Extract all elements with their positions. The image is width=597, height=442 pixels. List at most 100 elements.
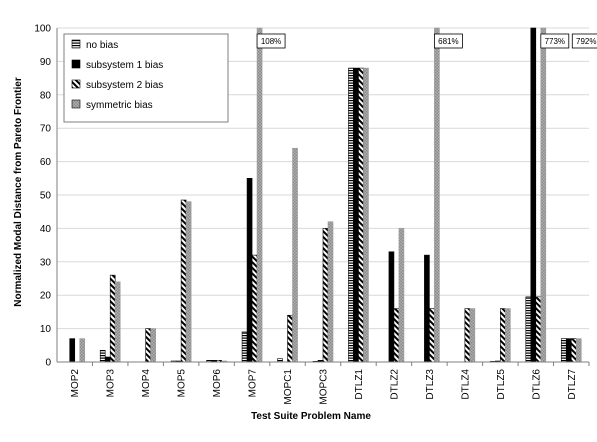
bar-diagonal-stripes	[109, 274, 116, 363]
annotation-label: 108%	[261, 37, 281, 46]
bar-gray-dots	[327, 221, 334, 363]
annotation-label: 681%	[438, 37, 458, 46]
legend-item: subsystem 2 bias	[71, 79, 163, 91]
bar-diagonal-stripes	[358, 67, 364, 363]
bar-diagonal-stripes	[535, 296, 542, 363]
legend-item: symmetric bias	[71, 99, 153, 111]
bar-gray-dots	[79, 338, 86, 363]
bar-diagonal-stripes	[393, 308, 400, 363]
annotation-label: 773%	[545, 37, 565, 46]
bar-gray-dots	[114, 281, 121, 363]
legend-label: no bias	[86, 40, 118, 51]
bar-gray-dots	[398, 228, 405, 363]
annotations: 108% 681% 773% 792%	[256, 33, 597, 49]
gridlines	[57, 27, 589, 330]
y-tick-label: 30	[40, 257, 52, 268]
x-tick-label: DTLZ4	[460, 369, 471, 400]
legend-swatch	[71, 99, 81, 109]
x-tick-labels: MOP2 MOP3 MOP4 MOP5 MOP6 MOP7 MOPC1 MOPC3 DTLZ1 D…	[70, 369, 578, 405]
bar-solid-black	[388, 251, 395, 363]
bar-diagonal-stripes	[287, 314, 293, 363]
annotation-box	[433, 33, 463, 49]
bar-gray-dots	[256, 27, 263, 363]
legend-box	[63, 33, 229, 123]
x-tick-label: MOP2	[70, 369, 81, 398]
y-tick-label: 0	[45, 358, 51, 369]
bar-solid-black	[69, 338, 76, 363]
x-tick-label: MOP3	[106, 369, 117, 398]
x-tick-label: MOPC1	[283, 369, 294, 405]
annotation-box	[571, 33, 597, 49]
bar-horizontal-stripes	[348, 67, 354, 363]
annotation-box	[540, 33, 570, 49]
bar-horizontal-stripes	[241, 331, 248, 363]
bar-diagonal-stripes	[429, 308, 435, 363]
x-tick-label: MOP6	[212, 369, 223, 398]
annotation: 792%	[571, 33, 597, 49]
x-tick-label: MOP4	[141, 369, 152, 398]
axes	[56, 28, 590, 366]
legend-swatch	[71, 79, 81, 89]
y-tick-label: 100	[34, 24, 51, 35]
bar-solid-black	[530, 27, 537, 363]
bar-gray-dots	[185, 201, 192, 363]
bar-diagonal-stripes	[180, 199, 187, 363]
y-tick-label: 40	[40, 224, 52, 235]
bar-gray-dots	[540, 27, 547, 363]
legend-item: subsystem 1 bias	[71, 59, 163, 71]
bars	[69, 27, 582, 363]
y-tick-label: 10	[40, 324, 52, 335]
bar-diagonal-stripes	[500, 308, 506, 363]
bar-solid-black	[565, 338, 572, 363]
x-tick-label: DTLZ1	[354, 369, 365, 400]
x-tick-label: MOPC3	[319, 369, 330, 405]
bar-horizontal-stripes	[525, 296, 532, 363]
y-tick-label: 70	[40, 124, 52, 135]
legend-swatch	[71, 39, 81, 49]
legend-label: subsystem 1 bias	[86, 60, 163, 71]
bar-diagonal-stripes	[322, 228, 329, 363]
bar-diagonal-stripes	[570, 338, 577, 363]
bar-horizontal-stripes	[277, 358, 283, 363]
y-tick-label: 90	[40, 57, 52, 68]
x-tick-label: DTLZ6	[531, 369, 542, 400]
bar-gray-dots	[505, 308, 511, 363]
y-axis-title: Normalized Modal Distance from Pareto Fr…	[13, 77, 24, 307]
legend-item: no bias	[71, 39, 118, 51]
bar-gray-dots	[363, 67, 369, 363]
annotation-box	[256, 33, 286, 49]
y-tick-label: 60	[40, 157, 52, 168]
x-tick-label: MOP7	[248, 369, 259, 398]
bar-gray-dots	[469, 308, 476, 363]
x-tick-label: MOP5	[177, 369, 188, 398]
x-tick-label: DTLZ2	[389, 369, 400, 400]
bar-horizontal-stripes	[99, 350, 106, 363]
bar-solid-black	[104, 356, 111, 363]
x-tick-label: DTLZ3	[425, 369, 436, 400]
x-axis-title: Test Suite Problem Name	[251, 411, 371, 422]
x-tick-label: DTLZ5	[496, 369, 507, 400]
annotation: 108%	[256, 33, 286, 49]
bar-diagonal-stripes	[145, 328, 151, 363]
annotation: 773%	[540, 33, 570, 49]
legend: no bias subsystem 1 bias subsystem 2 bias s…	[63, 33, 229, 123]
bar-gray-dots	[292, 147, 298, 363]
y-tick-labels: 0 10 20 30 40 50 60 70 80 90 100	[34, 24, 51, 369]
bar-solid-black	[353, 67, 359, 363]
bar-gray-dots	[434, 27, 440, 363]
bar-solid-black	[424, 254, 430, 363]
bar-diagonal-stripes	[464, 308, 471, 363]
bar-diagonal-stripes	[251, 254, 258, 363]
legend-swatch	[71, 59, 81, 69]
bar-solid-black	[246, 178, 253, 363]
y-tick-label: 20	[40, 291, 52, 302]
annotation-label: 792%	[576, 37, 596, 46]
bar-gray-dots	[575, 338, 582, 363]
bar-gray-dots	[150, 328, 156, 363]
legend-label: subsystem 2 bias	[86, 80, 163, 91]
annotation: 681%	[433, 33, 463, 49]
x-tick-label: DTLZ7	[567, 369, 578, 400]
bar-horizontal-stripes	[560, 338, 567, 363]
